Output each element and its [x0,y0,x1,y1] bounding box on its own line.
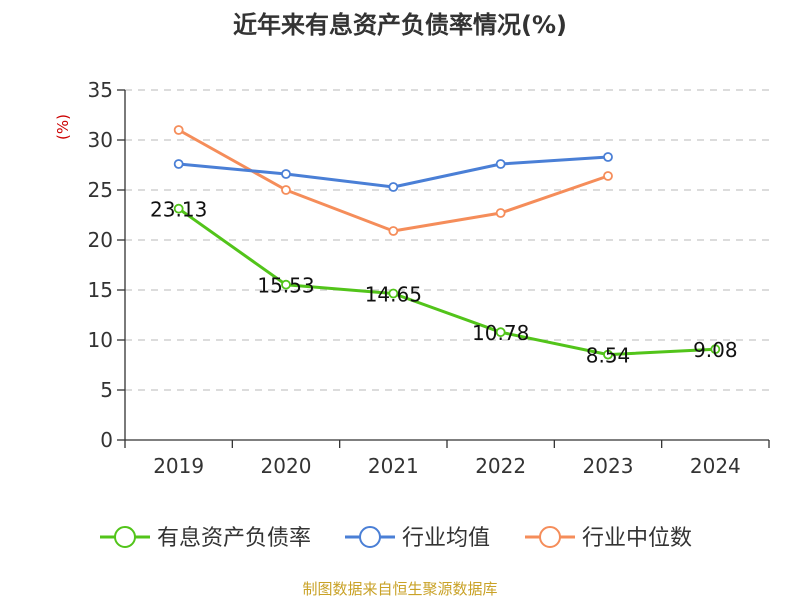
series-lines [173,125,721,360]
data-label: 8.54 [586,344,631,368]
data-label: 14.65 [365,283,422,307]
data-point [173,125,184,135]
legend-item-2[interactable]: 行业均值 [345,526,490,551]
data-point [388,182,399,192]
data-label: 10.78 [472,321,529,345]
data-point [495,159,506,169]
legend-item-3[interactable]: 行业中位数 [525,526,692,551]
data-point [495,327,506,338]
x-tick-label: 2020 [261,454,312,478]
data-point [603,152,613,162]
source-note: 制图数据来自恒生聚源数据库 [302,580,497,598]
x-tick-label: 2022 [475,454,526,478]
data-label: 9.08 [693,338,738,362]
data-point [388,226,399,236]
y-tick-label: 35 [88,78,113,102]
legend-label: 行业均值 [402,526,490,551]
x-tick-label: 2023 [583,454,634,478]
legend[interactable]: 有息资产负债率 行业均值 行业中位数 [100,526,692,551]
series-3 [173,125,613,236]
legend-label: 有息资产负债率 [157,526,311,551]
axes: 0 5 10 15 20 25 30 35 2019 2020 2021 2022 2023 2024 [88,78,770,478]
x-tick-label: 2021 [368,454,419,478]
legend-marker [359,526,381,548]
data-label: 15.53 [257,274,314,298]
chart-title: 近年来有息资产负债率情况(%) [233,11,567,39]
data-point [281,169,291,179]
y-tick-label: 20 [88,228,113,252]
legend-marker [539,526,561,548]
y-tick-label: 10 [88,328,113,352]
legend-item-1[interactable]: 有息资产负债率 [100,526,311,551]
series-2 [173,152,613,192]
data-point [495,208,506,218]
data-label: 23.13 [150,198,207,222]
y-tick-label: 5 [100,378,113,402]
x-tick-label: 2019 [153,454,204,478]
legend-label: 行业中位数 [582,526,692,551]
data-point [281,279,291,290]
x-tick-label: 2024 [690,454,741,478]
y-axis-label: (%) [54,114,72,140]
series-line [177,207,716,357]
series-1 [173,203,721,360]
data-point [173,159,184,169]
data-point [281,185,291,195]
y-tick-label: 15 [88,278,113,302]
y-tick-label: 30 [88,128,113,152]
data-point [603,349,613,360]
data-point [388,288,399,299]
data-point [173,203,184,214]
series-line [177,128,609,233]
grid-lines [125,89,769,391]
y-tick-label: 25 [88,178,113,202]
y-tick-label: 0 [100,428,113,452]
data-point [603,171,613,181]
data-labels: 23.13 15.53 14.65 10.78 8.54 9.08 [150,198,738,368]
data-point [710,344,721,355]
legend-marker [114,526,136,548]
